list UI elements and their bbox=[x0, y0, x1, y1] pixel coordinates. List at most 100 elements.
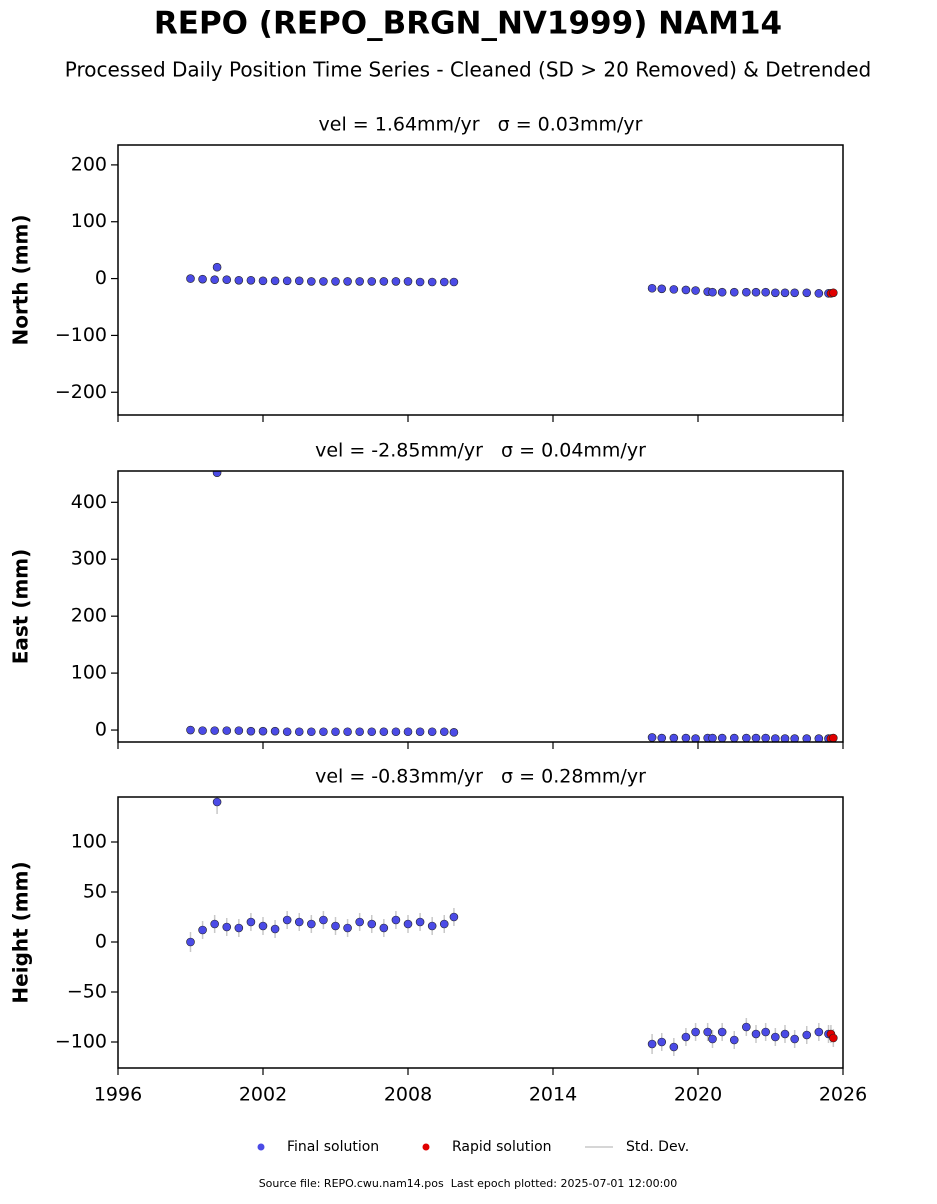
data-point bbox=[294, 917, 304, 927]
data-point bbox=[771, 1032, 780, 1042]
data-point bbox=[790, 288, 799, 298]
data-point bbox=[331, 727, 340, 737]
data-point bbox=[212, 471, 222, 478]
data-point bbox=[829, 1033, 838, 1043]
data-point bbox=[294, 276, 304, 286]
data-point bbox=[343, 277, 352, 286]
data-point bbox=[343, 727, 352, 737]
data-point bbox=[319, 915, 328, 925]
figure-subtitle: Processed Daily Position Time Series - C… bbox=[65, 58, 871, 82]
data-point bbox=[234, 275, 244, 285]
data-point bbox=[647, 283, 657, 293]
figure-title: REPO (REPO_BRGN_NV1999) NAM14 bbox=[154, 6, 782, 42]
data-point bbox=[307, 277, 316, 286]
data-point bbox=[681, 733, 691, 742]
y-tick-label: 50 bbox=[83, 881, 107, 903]
data-point bbox=[771, 288, 780, 298]
data-point bbox=[258, 276, 268, 286]
data-point bbox=[761, 1027, 770, 1037]
data-point bbox=[198, 274, 207, 284]
data-point bbox=[427, 277, 437, 287]
data-point bbox=[814, 1027, 824, 1037]
data-point bbox=[234, 923, 244, 933]
data-point bbox=[751, 287, 761, 297]
y-tick-label: 100 bbox=[71, 210, 107, 232]
data-point bbox=[790, 1034, 799, 1044]
data-point bbox=[647, 733, 657, 742]
data-point bbox=[391, 915, 401, 925]
data-point bbox=[355, 727, 364, 737]
legend-marker bbox=[422, 1143, 430, 1151]
data-point bbox=[742, 733, 751, 742]
x-tick-label: 1996 bbox=[94, 1084, 142, 1106]
data-point bbox=[657, 284, 667, 294]
data-point bbox=[703, 1027, 712, 1037]
data-point bbox=[343, 923, 352, 933]
data-point bbox=[647, 1039, 657, 1049]
data-point bbox=[403, 277, 413, 286]
y-tick-label: 0 bbox=[95, 267, 107, 289]
data-point bbox=[307, 919, 316, 929]
data-point bbox=[246, 917, 256, 927]
data-point bbox=[681, 285, 691, 295]
data-point bbox=[210, 919, 219, 929]
data-point bbox=[669, 285, 679, 294]
legend-label: Rapid solution bbox=[452, 1139, 552, 1155]
data-point bbox=[771, 734, 780, 742]
data-point bbox=[657, 733, 667, 742]
data-point bbox=[449, 277, 459, 287]
footer: Source file: REPO.cwu.nam14.pos Last epo… bbox=[259, 1177, 678, 1190]
data-point bbox=[222, 922, 232, 932]
data-point bbox=[439, 727, 449, 737]
data-point bbox=[212, 797, 222, 807]
legend-label: Std. Dev. bbox=[626, 1139, 689, 1155]
data-point bbox=[657, 1037, 667, 1047]
data-point bbox=[790, 734, 799, 742]
y-tick-label: 100 bbox=[71, 662, 107, 684]
data-point bbox=[319, 277, 328, 286]
y-axis-label: East (mm) bbox=[9, 549, 33, 665]
plot-area bbox=[186, 262, 838, 298]
y-tick-label: 0 bbox=[95, 931, 107, 953]
y-tick-label: −50 bbox=[67, 981, 107, 1003]
data-point bbox=[691, 734, 700, 742]
data-point bbox=[829, 288, 838, 298]
data-point bbox=[742, 1022, 751, 1032]
data-point bbox=[729, 733, 739, 742]
plot-area bbox=[186, 471, 838, 742]
data-point bbox=[258, 921, 268, 931]
data-point bbox=[761, 733, 770, 742]
data-point bbox=[427, 727, 437, 737]
data-point bbox=[367, 919, 377, 929]
panel-title: vel = -0.83mm/yr σ = 0.28mm/yr bbox=[315, 766, 646, 788]
data-point bbox=[282, 276, 292, 286]
data-point bbox=[717, 287, 727, 297]
data-point bbox=[439, 277, 449, 287]
legend-marker bbox=[257, 1143, 265, 1151]
data-point bbox=[294, 727, 304, 737]
data-point bbox=[355, 917, 364, 927]
data-point bbox=[802, 288, 812, 298]
data-point bbox=[270, 276, 280, 286]
axes-frame bbox=[117, 470, 844, 743]
data-point bbox=[379, 727, 389, 737]
data-point bbox=[717, 1027, 727, 1037]
x-tick-label: 2026 bbox=[819, 1084, 867, 1106]
x-tick-label: 2014 bbox=[529, 1084, 577, 1106]
data-point bbox=[669, 1042, 679, 1052]
data-point bbox=[270, 924, 280, 934]
data-point bbox=[691, 1027, 700, 1037]
panel-title: vel = -2.85mm/yr σ = 0.04mm/yr bbox=[315, 440, 646, 462]
y-tick-label: 400 bbox=[71, 491, 107, 513]
data-point bbox=[761, 287, 770, 297]
data-point bbox=[186, 725, 195, 735]
data-point bbox=[198, 726, 207, 735]
data-point bbox=[210, 726, 219, 735]
panel-title: vel = 1.64mm/yr σ = 0.03mm/yr bbox=[319, 114, 643, 136]
data-point bbox=[751, 1029, 761, 1039]
data-point bbox=[439, 919, 449, 929]
data-point bbox=[282, 727, 292, 737]
data-point bbox=[403, 919, 413, 929]
data-point bbox=[222, 726, 232, 735]
data-point bbox=[186, 274, 195, 283]
